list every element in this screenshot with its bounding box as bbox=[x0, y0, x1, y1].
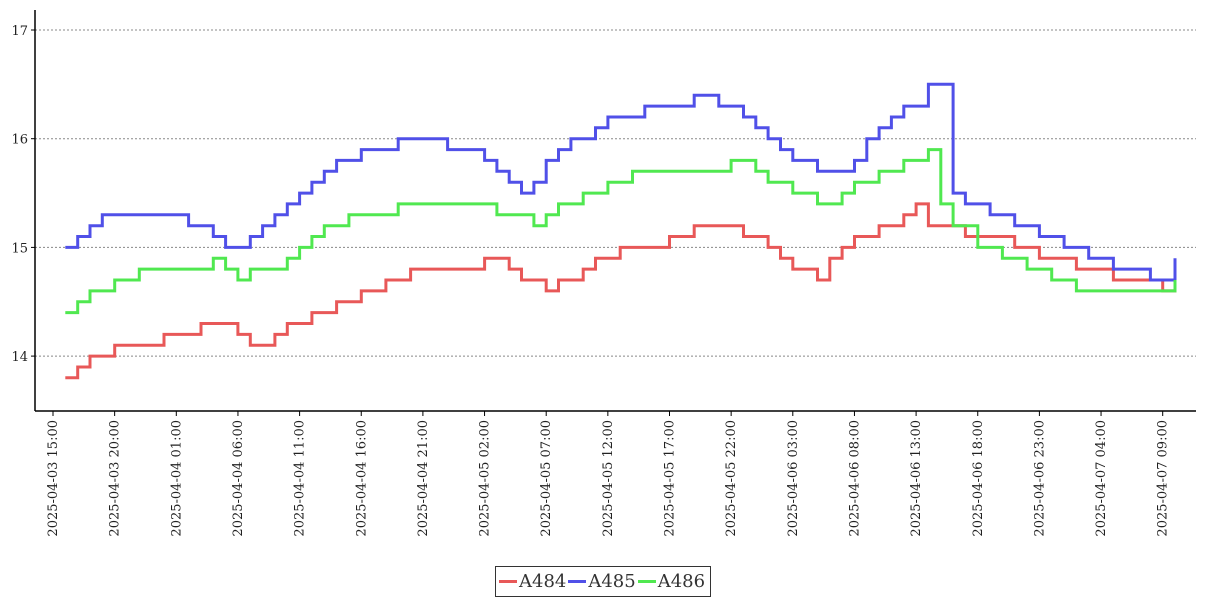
x-tick-label: 2025-04-06 13:00 bbox=[909, 420, 924, 537]
legend-label-a486: A486 bbox=[657, 571, 706, 592]
x-tick-label: 2025-04-05 02:00 bbox=[478, 420, 493, 537]
x-tick-label: 2025-04-04 01:00 bbox=[169, 420, 184, 537]
x-tick-label: 2025-04-06 18:00 bbox=[971, 420, 986, 537]
x-tick-label: 2025-04-07 04:00 bbox=[1094, 420, 1109, 537]
x-tick-label: 2025-04-03 15:00 bbox=[46, 420, 61, 537]
legend-label-a484: A484 bbox=[519, 571, 567, 592]
x-tick-labels: 2025-04-03 15:00 2025-04-03 20:00 2025-04-… bbox=[46, 411, 1171, 537]
x-tick-label: 2025-04-04 21:00 bbox=[416, 420, 431, 537]
series-line-a486 bbox=[65, 148, 1177, 315]
legend-swatch-a484 bbox=[499, 580, 517, 583]
series-line-a484 bbox=[65, 202, 1177, 380]
y-tick-labels: 14 15 16 17 bbox=[11, 24, 35, 365]
legend: A484 A485 A486 bbox=[495, 566, 712, 597]
legend-item-a486: A486 bbox=[637, 571, 706, 592]
x-tick-label: 2025-04-06 23:00 bbox=[1032, 420, 1047, 537]
legend-swatch-a485 bbox=[568, 580, 587, 583]
legend-swatch-a486 bbox=[637, 580, 656, 583]
x-tick-label: 2025-04-06 03:00 bbox=[786, 420, 801, 537]
x-tick-label: 2025-04-05 22:00 bbox=[724, 420, 739, 537]
y-tick-label: 14 bbox=[11, 350, 28, 365]
x-tick-label: 2025-04-05 07:00 bbox=[539, 420, 554, 537]
x-tick-label: 2025-04-05 12:00 bbox=[601, 420, 616, 537]
x-tick-label: 2025-04-07 09:00 bbox=[1156, 420, 1171, 537]
x-tick-label: 2025-04-05 17:00 bbox=[663, 420, 678, 537]
x-tick-label: 2025-04-04 06:00 bbox=[231, 420, 246, 537]
y-tick-label: 17 bbox=[11, 24, 28, 39]
series-line-a485 bbox=[65, 82, 1177, 282]
legend-label-a485: A485 bbox=[588, 571, 636, 592]
x-tick-label: 2025-04-04 11:00 bbox=[293, 420, 308, 537]
x-tick-label: 2025-04-03 20:00 bbox=[108, 420, 123, 537]
grid-lines bbox=[35, 29, 1196, 357]
series-lines bbox=[65, 82, 1177, 380]
y-tick-label: 16 bbox=[11, 133, 28, 148]
axes bbox=[34, 10, 1196, 412]
x-tick-label: 2025-04-04 16:00 bbox=[354, 420, 369, 537]
legend-item-a484: A484 bbox=[499, 571, 566, 592]
legend-item-a485: A485 bbox=[568, 571, 636, 592]
y-tick-label: 15 bbox=[11, 241, 28, 256]
x-tick-label: 2025-04-06 08:00 bbox=[847, 420, 862, 537]
